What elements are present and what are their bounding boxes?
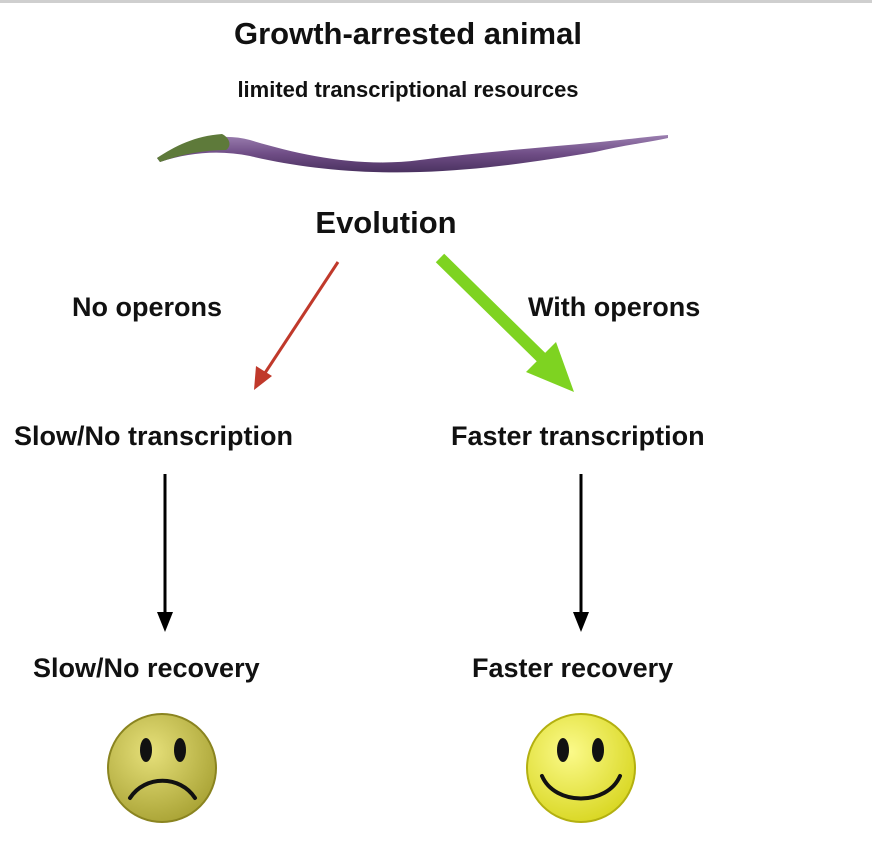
evolution-label: Evolution (315, 205, 457, 240)
top-divider (0, 0, 872, 3)
worm-head (157, 134, 230, 162)
arrow-left-down (157, 474, 173, 632)
happy-face-icon (526, 713, 636, 823)
arrow-no-operons (254, 261, 340, 390)
faster-transcription-label: Faster transcription (451, 421, 705, 451)
arrow-with-operons (435, 253, 574, 392)
slow-transcription-label: Slow/No transcription (14, 421, 294, 451)
with-operons-label: With operons (528, 292, 701, 322)
worm-illustration (157, 134, 668, 173)
arrow-right-down (573, 474, 589, 632)
worm-body (157, 135, 668, 173)
diagram-title: Growth-arrested animal (234, 16, 582, 51)
sad-face-icon (107, 713, 217, 823)
diagram-subtitle: limited transcriptional resources (237, 77, 579, 102)
no-operons-label: No operons (72, 292, 223, 322)
slow-recovery-label: Slow/No recovery (33, 653, 260, 683)
faster-recovery-label: Faster recovery (472, 653, 674, 683)
